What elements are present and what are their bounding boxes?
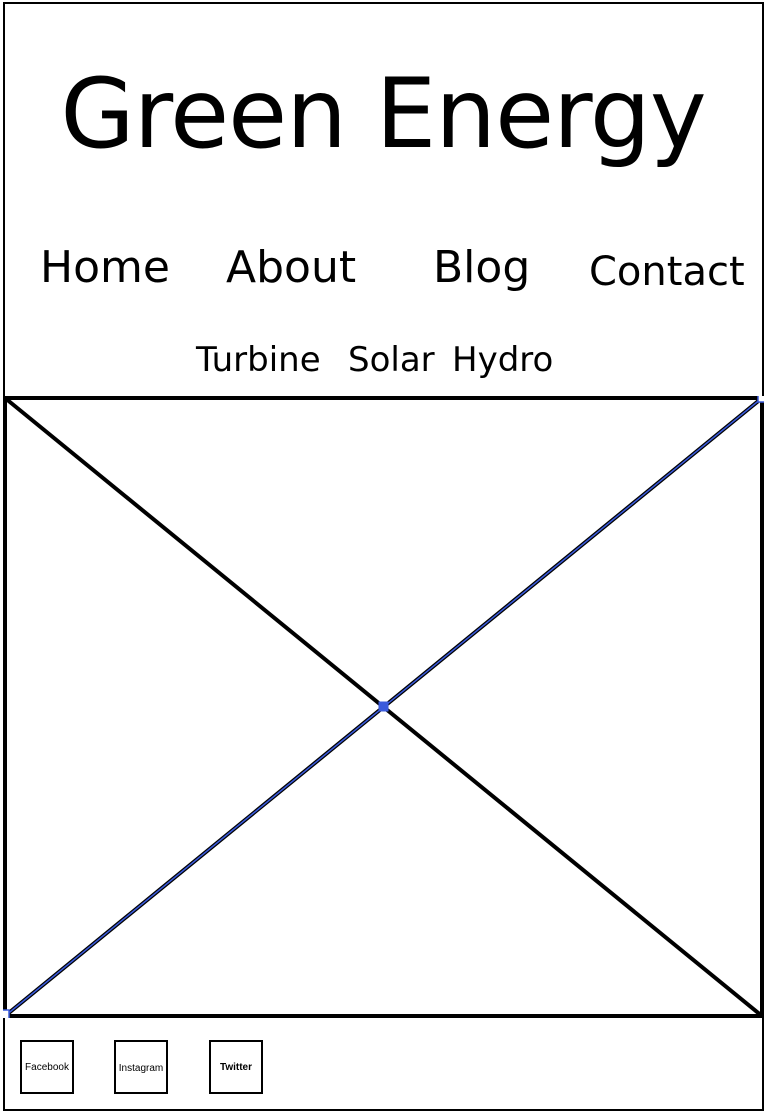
nav-home-link[interactable]: Home (40, 242, 170, 293)
anchor-handle-bottom-left[interactable] (0, 1009, 10, 1020)
facebook-label: Facebook (25, 1061, 69, 1073)
twitter-label: Twitter (219, 1061, 253, 1073)
instagram-button[interactable]: Instagram (114, 1040, 168, 1094)
subnav-hydro-link[interactable]: Hydro (452, 340, 554, 380)
twitter-button[interactable]: Twitter (209, 1040, 263, 1094)
nav-blog-link[interactable]: Blog (433, 242, 531, 293)
nav-contact-link[interactable]: Contact (589, 249, 745, 295)
facebook-button[interactable]: Facebook (20, 1040, 74, 1094)
image-placeholder-icon (0, 392, 766, 1020)
instagram-label: Instagram (118, 1063, 164, 1074)
subnav-solar-link[interactable]: Solar (348, 340, 435, 380)
hero-image-placeholder (0, 392, 766, 1020)
subnav-turbine-link[interactable]: Turbine (196, 340, 321, 380)
nav-about-link[interactable]: About (226, 242, 357, 293)
site-title: Green Energy (60, 58, 706, 170)
anchor-handle-center[interactable] (378, 701, 389, 712)
anchor-handle-top-right[interactable] (757, 392, 766, 403)
